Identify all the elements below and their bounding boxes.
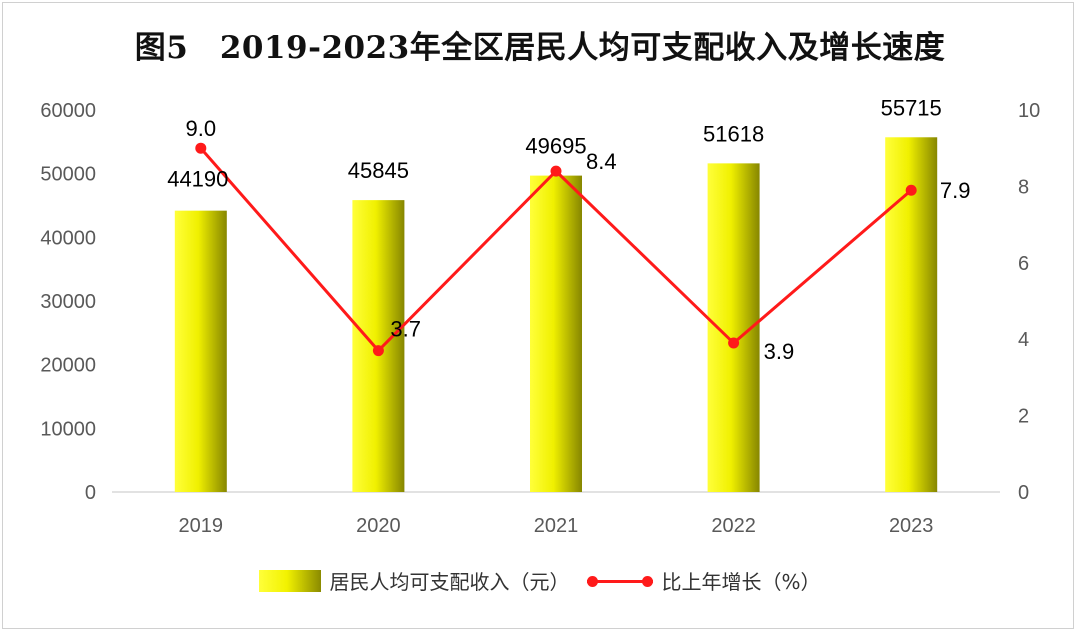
- legend: 居民人均可支配收入（元） 比上年增长（%）: [0, 566, 1080, 595]
- bar: [530, 175, 582, 492]
- y-left-tick-label: 60000: [40, 100, 96, 122]
- legend-bar-swatch: [259, 569, 322, 592]
- bar-value-label: 45845: [348, 158, 409, 183]
- x-tick-label: 2023: [889, 515, 934, 537]
- legend-label-income: 居民人均可支配收入（元）: [329, 570, 570, 594]
- legend-label-growth: 比上年增长（%）: [661, 570, 821, 594]
- y-right-tick-label: 4: [1018, 329, 1029, 351]
- growth-point: [550, 165, 562, 177]
- x-tick-label: 2020: [356, 515, 401, 537]
- growth-point: [372, 345, 384, 357]
- growth-point: [195, 142, 207, 154]
- bar-value-label: 44190: [167, 167, 228, 192]
- x-tick-label: 2022: [711, 515, 756, 537]
- growth-point: [905, 184, 917, 196]
- y-right-tick-label: 10: [1018, 100, 1040, 122]
- y-left-tick-label: 40000: [40, 227, 96, 249]
- y-right-tick-label: 6: [1018, 253, 1029, 275]
- y-right-tick-label: 8: [1018, 176, 1029, 198]
- line-value-label: 3.9: [764, 339, 795, 364]
- bar-value-label: 49695: [525, 134, 586, 159]
- y-left-tick-label: 30000: [40, 291, 96, 313]
- line-value-label: 8.4: [586, 149, 617, 174]
- y-left-tick-label: 20000: [40, 355, 96, 377]
- legend-item-growth: 比上年增长（%）: [587, 566, 821, 595]
- legend-item-income: 居民人均可支配收入（元）: [259, 566, 569, 595]
- x-tick-label: 2019: [179, 515, 224, 537]
- y-right-tick-label: 2: [1018, 406, 1029, 428]
- growth-point: [728, 337, 740, 349]
- legend-line-swatch: [587, 570, 654, 592]
- y-left-tick-label: 10000: [40, 418, 96, 440]
- chart-title: 图5 2019-2023年全区居民人均可支配收入及增长速度: [134, 30, 946, 66]
- line-value-label: 7.9: [940, 178, 971, 203]
- bar-value-label: 55715: [881, 95, 942, 120]
- x-tick-label: 2021: [534, 515, 579, 537]
- line-value-label: 9.0: [186, 116, 217, 141]
- y-left-tick-label: 0: [85, 482, 96, 504]
- y-left-tick-label: 50000: [40, 164, 96, 186]
- bar-value-label: 51618: [703, 121, 764, 146]
- bar: [885, 137, 938, 492]
- bar: [174, 210, 227, 493]
- line-value-label: 3.7: [390, 317, 421, 342]
- y-right-tick-label: 0: [1018, 482, 1029, 504]
